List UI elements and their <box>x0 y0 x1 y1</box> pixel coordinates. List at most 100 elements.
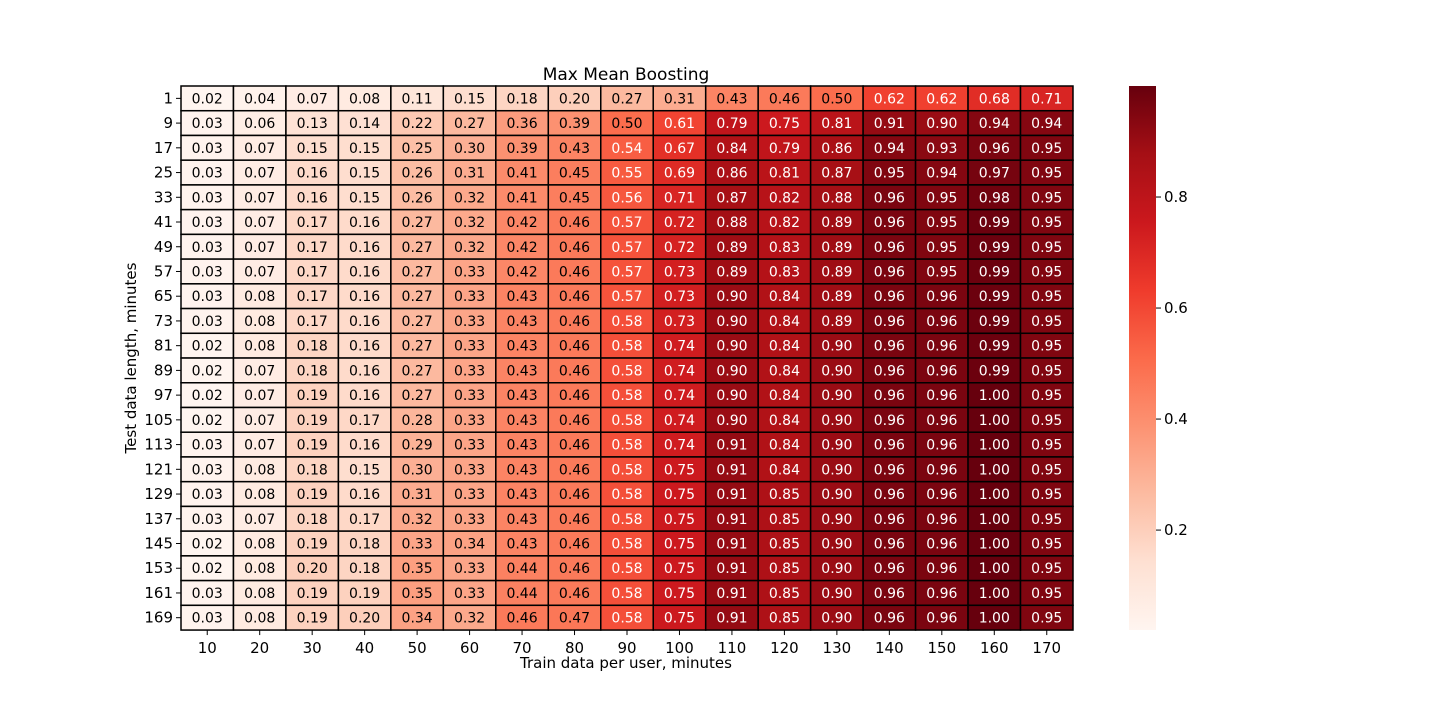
cell-value-label: 0.96 <box>874 363 905 379</box>
y-tick-label: 41 <box>154 213 173 231</box>
cell-value-label: 0.96 <box>874 314 905 330</box>
cell-value-label: 0.16 <box>349 240 380 256</box>
cell-value-label: 0.20 <box>297 561 328 577</box>
heatmap-cell <box>809 159 864 186</box>
cell-value-label: 0.43 <box>506 487 537 503</box>
y-tick-label: 169 <box>144 609 173 627</box>
cell-value-label: 0.45 <box>559 166 590 182</box>
heatmap-cell <box>862 382 917 409</box>
y-tick-label: 81 <box>154 337 173 355</box>
cell-value-label: 0.62 <box>874 91 905 107</box>
cell-value-label: 0.07 <box>244 240 275 256</box>
cell-value-label: 0.90 <box>716 363 747 379</box>
cell-value-label: 0.86 <box>821 141 852 157</box>
cell-value-label: 0.96 <box>874 413 905 429</box>
heatmap-cell <box>390 159 445 186</box>
heatmap-cell <box>967 134 1022 161</box>
cell-value-label: 0.73 <box>664 314 695 330</box>
cell-value-label: 1.00 <box>979 586 1010 602</box>
cell-value-label: 0.16 <box>349 388 380 404</box>
heatmap-cell <box>862 85 917 112</box>
cell-value-label: 0.96 <box>926 586 957 602</box>
cell-value-label: 0.74 <box>664 413 695 429</box>
cell-value-label: 0.07 <box>244 141 275 157</box>
cell-value-label: 0.56 <box>611 190 642 206</box>
heatmap-cell <box>495 184 550 211</box>
colorbar-ticks: 0.2 0.4 0.6 0.8 <box>1156 188 1188 539</box>
heatmap-cell <box>704 332 759 359</box>
x-tick-label: 60 <box>460 639 479 657</box>
heatmap-cells: 0.02 0.04 0.07 0.08 0.11 0.15 0.18 0.20 0.27 0.31… <box>180 85 1074 631</box>
x-tick-label: 90 <box>617 639 636 657</box>
heatmap-cell <box>285 283 340 310</box>
cell-value-label: 0.42 <box>506 215 537 231</box>
cell-value-label: 0.33 <box>454 314 485 330</box>
cell-value-label: 0.91 <box>716 537 747 553</box>
cell-value-label: 0.33 <box>454 438 485 454</box>
cell-value-label: 0.43 <box>506 363 537 379</box>
heatmap-cell <box>809 431 864 458</box>
heatmap-cell <box>1019 357 1074 384</box>
heatmap-cell <box>704 604 759 631</box>
heatmap-cell <box>862 579 917 607</box>
cell-value-label: 0.43 <box>506 289 537 305</box>
cell-value-label: 0.16 <box>349 215 380 231</box>
cell-value-label: 0.19 <box>297 586 328 602</box>
cell-value-label: 0.30 <box>402 462 433 478</box>
heatmap-cell <box>757 258 812 285</box>
cell-value-label: 0.03 <box>192 586 223 602</box>
cell-value-label: 0.08 <box>244 611 275 627</box>
cell-value-label: 0.50 <box>611 116 642 132</box>
heatmap-cell <box>285 109 340 137</box>
cell-value-label: 0.08 <box>244 487 275 503</box>
y-axis-label: Test data length, minutes <box>122 262 140 454</box>
cell-value-label: 0.84 <box>769 462 800 478</box>
cell-value-label: 0.96 <box>926 512 957 528</box>
cell-value-label: 1.00 <box>979 438 1010 454</box>
cell-value-label: 0.18 <box>349 537 380 553</box>
cell-value-label: 0.90 <box>926 116 957 132</box>
cell-value-label: 0.81 <box>821 116 852 132</box>
cell-value-label: 0.95 <box>926 240 957 256</box>
cell-value-label: 0.75 <box>664 512 695 528</box>
cell-value-label: 0.13 <box>297 116 328 132</box>
cell-value-label: 0.95 <box>1031 141 1062 157</box>
heatmap-cell <box>547 406 602 433</box>
cell-value-label: 0.43 <box>506 438 537 454</box>
heatmap-cell <box>757 431 812 458</box>
heatmap-cell <box>757 480 812 508</box>
heatmap-cell <box>652 109 707 137</box>
cell-value-label: 0.19 <box>297 388 328 404</box>
cell-value-label: 0.89 <box>821 215 852 231</box>
cell-value-label: 0.57 <box>611 215 642 231</box>
cell-value-label: 0.43 <box>506 339 537 355</box>
heatmap-cell <box>600 357 654 384</box>
heatmap-cell <box>1019 406 1074 433</box>
cell-value-label: 0.27 <box>402 264 433 280</box>
cell-value-label: 0.58 <box>611 487 642 503</box>
heatmap-cell <box>757 382 812 409</box>
cell-value-label: 0.08 <box>244 561 275 577</box>
cell-value-label: 0.74 <box>664 363 695 379</box>
cell-value-label: 0.73 <box>664 264 695 280</box>
cell-value-label: 0.75 <box>664 537 695 553</box>
cell-value-label: 0.68 <box>979 91 1010 107</box>
heatmap-cell <box>1019 431 1074 458</box>
cell-value-label: 0.89 <box>821 240 852 256</box>
cell-value-label: 0.84 <box>769 339 800 355</box>
cell-value-label: 0.17 <box>297 314 328 330</box>
heatmap-cell <box>390 184 445 211</box>
cell-value-label: 0.08 <box>244 586 275 602</box>
heatmap-cell <box>232 258 287 285</box>
heatmap-cell <box>862 134 917 161</box>
cell-value-label: 0.96 <box>874 190 905 206</box>
cell-value-label: 0.97 <box>979 166 1010 182</box>
cell-value-label: 0.32 <box>454 215 485 231</box>
cell-value-label: 0.94 <box>874 141 905 157</box>
x-tick-label: 80 <box>565 639 584 657</box>
cell-value-label: 0.03 <box>192 512 223 528</box>
heatmap-cell <box>704 431 759 458</box>
heatmap-cell <box>862 208 917 236</box>
